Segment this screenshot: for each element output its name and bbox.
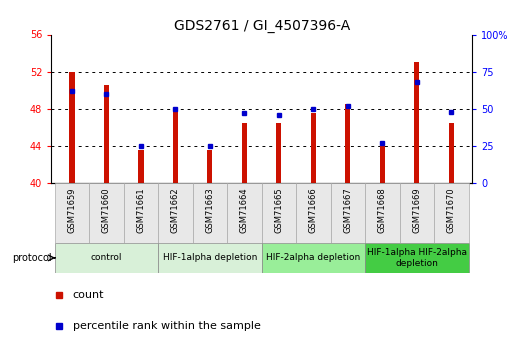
Bar	[400, 183, 434, 243]
Bar	[365, 243, 468, 273]
Text: HIF-1alpha HIF-2alpha
depletion: HIF-1alpha HIF-2alpha depletion	[367, 248, 467, 268]
Bar	[242, 122, 247, 183]
Text: HIF-1alpha depletion: HIF-1alpha depletion	[163, 253, 257, 263]
Bar	[365, 183, 400, 243]
Text: GSM71669: GSM71669	[412, 188, 421, 233]
Bar	[55, 183, 89, 243]
Bar	[277, 122, 282, 183]
Bar	[173, 109, 178, 183]
Bar	[193, 183, 227, 243]
Text: count: count	[73, 290, 104, 300]
Text: GSM71666: GSM71666	[309, 188, 318, 234]
Bar	[55, 243, 158, 273]
Text: GSM71664: GSM71664	[240, 188, 249, 233]
Bar	[158, 243, 262, 273]
Text: GSM71667: GSM71667	[343, 188, 352, 234]
Text: control: control	[91, 253, 122, 263]
Text: GSM71663: GSM71663	[205, 188, 214, 234]
Bar	[207, 150, 212, 183]
Bar	[414, 62, 420, 183]
Text: GSM71662: GSM71662	[171, 188, 180, 233]
Bar	[104, 86, 109, 183]
Bar	[434, 183, 468, 243]
Bar	[124, 183, 158, 243]
Title: GDS2761 / GI_4507396-A: GDS2761 / GI_4507396-A	[173, 19, 350, 33]
Bar	[69, 72, 74, 183]
Bar	[227, 183, 262, 243]
Bar	[262, 243, 365, 273]
Text: percentile rank within the sample: percentile rank within the sample	[73, 321, 261, 331]
Bar	[262, 183, 296, 243]
Text: protocol: protocol	[12, 253, 52, 263]
Text: GSM71670: GSM71670	[447, 188, 456, 233]
Text: GSM71665: GSM71665	[274, 188, 283, 233]
Bar	[139, 150, 144, 183]
Text: GSM71668: GSM71668	[378, 188, 387, 234]
Bar	[311, 113, 316, 183]
Bar	[296, 183, 330, 243]
Bar	[330, 183, 365, 243]
Bar	[449, 122, 454, 183]
Bar	[380, 146, 385, 183]
Bar	[89, 183, 124, 243]
Text: GSM71660: GSM71660	[102, 188, 111, 233]
Text: HIF-2alpha depletion: HIF-2alpha depletion	[266, 253, 361, 263]
Bar	[158, 183, 193, 243]
Text: GSM71659: GSM71659	[68, 188, 76, 233]
Bar	[345, 104, 350, 183]
Text: GSM71661: GSM71661	[136, 188, 146, 233]
